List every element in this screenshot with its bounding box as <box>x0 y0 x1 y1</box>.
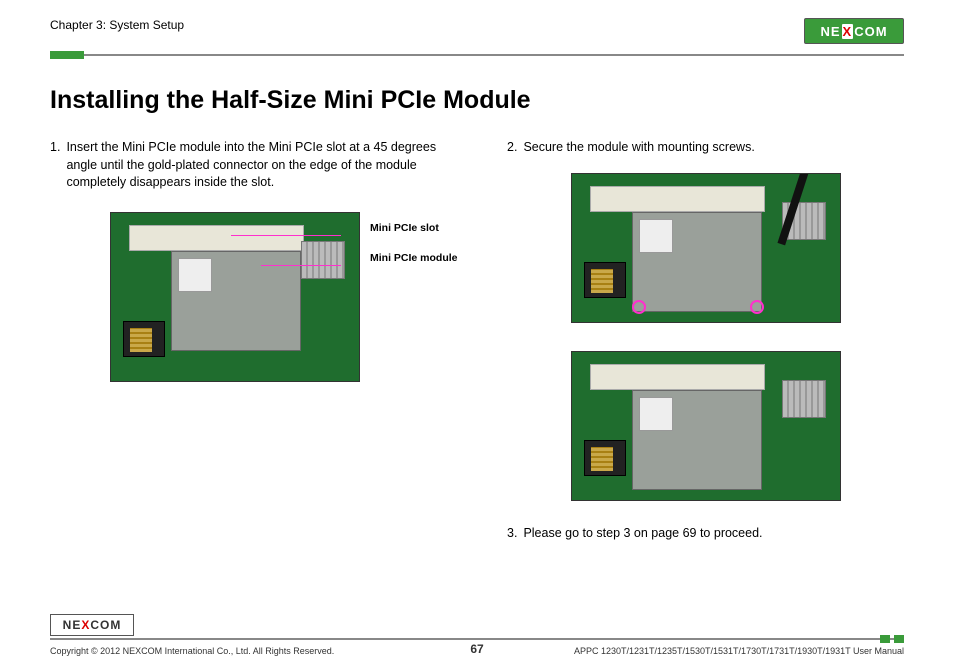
sim-slot-graphic <box>584 440 626 476</box>
logo-right: COM <box>90 618 121 632</box>
screw-highlight-right <box>750 300 764 314</box>
callout-line-module <box>261 265 341 266</box>
brand-logo-top: NEXCOM <box>804 18 904 44</box>
logo-right: COM <box>854 24 887 39</box>
page-header: Chapter 3: System Setup NEXCOM <box>0 0 954 44</box>
figure-1-callouts: Mini PCIe slot Mini PCIe module <box>370 222 458 283</box>
pcie-module-graphic <box>632 212 762 312</box>
figure-3-pcb-photo <box>571 351 841 501</box>
doc-id-text: APPC 1230T/1231T/1235T/1530T/1531T/1730T… <box>574 646 904 656</box>
footer-rule <box>50 638 904 640</box>
figure-2-pcb-photo <box>571 173 841 323</box>
sim-slot-graphic <box>123 321 165 357</box>
pcie-module-graphic <box>171 251 301 351</box>
pcie-slot-graphic <box>129 225 304 251</box>
logo-x: X <box>842 24 854 39</box>
page-number: 67 <box>470 642 483 656</box>
step-1-text: Insert the Mini PCIe module into the Min… <box>66 139 447 192</box>
left-column: 1. Insert the Mini PCIe module into the … <box>50 139 447 542</box>
step-2-text: Secure the module with mounting screws. <box>523 139 754 157</box>
pcie-slot-graphic <box>590 186 765 212</box>
page-title: Installing the Half-Size Mini PCIe Modul… <box>50 86 904 115</box>
step-2-number: 2. <box>507 139 517 157</box>
step-1-number: 1. <box>50 139 60 192</box>
header-rule <box>50 54 904 56</box>
logo-left: NE <box>820 24 840 39</box>
content-columns: 1. Insert the Mini PCIe module into the … <box>0 139 954 542</box>
right-column: 2. Secure the module with mounting screw… <box>507 139 904 542</box>
screw-highlight-left <box>632 300 646 314</box>
copyright-text: Copyright © 2012 NEXCOM International Co… <box>50 646 334 656</box>
right-figures <box>507 173 904 501</box>
figure-1-wrap: Mini PCIe slot Mini PCIe module <box>110 212 447 382</box>
step-1: 1. Insert the Mini PCIe module into the … <box>50 139 447 192</box>
logo-left: NE <box>63 618 82 632</box>
callout-slot-label: Mini PCIe slot <box>370 222 458 235</box>
pcie-slot-graphic <box>590 364 765 390</box>
footer-row: Copyright © 2012 NEXCOM International Co… <box>50 646 904 656</box>
step-3-text: Please go to step 3 on page 69 to procee… <box>523 525 762 543</box>
sim-slot-graphic <box>584 262 626 298</box>
heatsink-graphic <box>782 380 826 418</box>
figure-1-pcb-photo <box>110 212 360 382</box>
step-3: 3. Please go to step 3 on page 69 to pro… <box>507 525 904 543</box>
brand-logo-bottom: NEXCOM <box>50 614 134 636</box>
step-2: 2. Secure the module with mounting screw… <box>507 139 904 157</box>
pcie-module-graphic <box>632 390 762 490</box>
page-footer: NEXCOM Copyright © 2012 NEXCOM Internati… <box>50 614 904 656</box>
heatsink-graphic <box>301 241 345 279</box>
chapter-label: Chapter 3: System Setup <box>50 18 184 32</box>
step-3-number: 3. <box>507 525 517 543</box>
logo-x: X <box>81 618 90 632</box>
callout-line-slot <box>231 235 341 236</box>
callout-module-label: Mini PCIe module <box>370 252 458 265</box>
